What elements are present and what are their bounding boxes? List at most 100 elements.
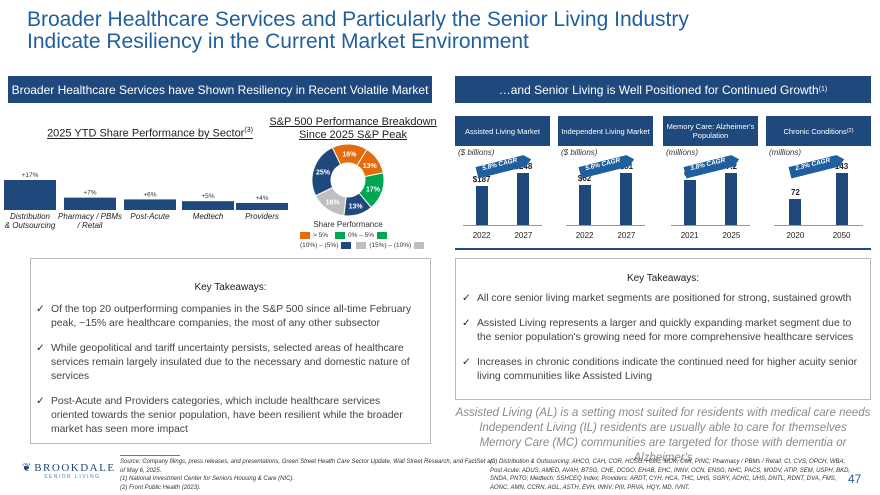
left-takeaways-heading: Key Takeaways: xyxy=(194,282,267,293)
check-icon: ✓ xyxy=(36,304,45,315)
mini-chart-value: $187 xyxy=(472,174,491,184)
footnotes-left: Source: Company filings, press releases,… xyxy=(120,458,500,492)
mini-chart-bar xyxy=(683,180,696,225)
right-bullet-2: ✓ Assisted Living represents a larger and… xyxy=(462,317,860,345)
logo-mark-icon: ❦ xyxy=(22,462,32,474)
ytd-chart-title: 2025 YTD Share Performance by Sector(3) xyxy=(40,124,260,141)
tile-memory-care: Memory Care: Alzheimer's Population xyxy=(663,116,758,146)
right-separator xyxy=(455,248,871,250)
note-line-1: Assisted Living (AL) is a setting most s… xyxy=(455,407,871,419)
mini-chart-unit: ($ billions) xyxy=(561,148,598,157)
title-line-2: Indicate Resiliency in the Current Marke… xyxy=(27,30,529,53)
donut-slice-label: 25% xyxy=(316,169,331,176)
donut-slice-label: 16% xyxy=(326,200,341,207)
mini-chart-year: 2022 xyxy=(472,231,491,240)
right-bullet-3: ✓ Increases in chronic conditions indicat… xyxy=(462,356,860,384)
title-line-1: Broader Healthcare Services and Particul… xyxy=(27,8,689,31)
ytd-data-label: +17% xyxy=(22,172,39,179)
ytd-data-label: +4% xyxy=(255,195,268,202)
mini-chart-value: $62 xyxy=(577,174,592,184)
mini-chart-unit: (millions) xyxy=(666,148,698,157)
ytd-category-label: Pharmacy / PBMs xyxy=(58,212,122,221)
mini-chart-axis xyxy=(671,225,750,226)
ytd-category-label: Providers xyxy=(245,212,279,221)
ytd-title-sup: (3) xyxy=(244,127,253,134)
legend-swatch-gray-2 xyxy=(414,242,425,249)
left-takeaways-box: Key Takeaways: ✓ Of the top 20 outperform… xyxy=(30,258,431,444)
left-bullet-3-text: Post-Acute and Providers categories, whi… xyxy=(51,396,403,435)
mini-chart-bar xyxy=(725,173,738,225)
mini-chart-year: 2020 xyxy=(786,231,805,240)
mini-chart-year: 2050 xyxy=(832,231,851,240)
note-line-2: Independent Living (IL) residents are us… xyxy=(479,422,847,434)
left-bullet-1: ✓ Of the top 20 outperforming companies i… xyxy=(36,303,420,331)
check-icon: ✓ xyxy=(462,318,471,329)
left-bullet-1-text: Of the top 20 outperforming companies in… xyxy=(51,304,412,329)
tile-2-label: Independent Living Market xyxy=(561,126,650,136)
left-section-header: Broader Healthcare Services have Shown R… xyxy=(8,76,432,103)
legend-label-3: (10%) – (5%) xyxy=(300,242,339,249)
check-icon: ✓ xyxy=(462,293,471,304)
tile-1-label: Assisted Living Market xyxy=(464,126,541,136)
mini-chart-unit: (millions) xyxy=(769,148,801,157)
tile-3-label: Memory Care: Alzheimer's Population xyxy=(666,122,755,140)
legend-swatch-green xyxy=(335,232,345,239)
legend-label-4: (15%) – (10%) xyxy=(369,242,412,249)
donut-slice-label: 13% xyxy=(363,163,378,170)
logo-subtitle: SENIOR LIVING xyxy=(44,474,101,480)
donut-slice xyxy=(311,146,342,197)
mini-chart-unit: ($ billions) xyxy=(458,148,495,157)
mini-chart-bar xyxy=(835,173,848,225)
mini-chart-year: 2022 xyxy=(575,231,594,240)
sp-donut-chart: 16% 13% 17% 13% 16% 25% xyxy=(311,143,385,217)
mini-chart-axis xyxy=(566,225,645,226)
ytd-bar xyxy=(182,201,234,210)
mini-chart-bar xyxy=(578,185,591,225)
footnote-rule xyxy=(120,455,180,456)
sp-chart-title: S&P 500 Performance Breakdown Since 2025… xyxy=(268,116,438,142)
mini-chart-year: 2027 xyxy=(514,231,533,240)
ytd-data-label: +6% xyxy=(143,191,156,198)
legend-swatch-gray xyxy=(356,242,367,249)
note-line-3: Memory Care (MC) communities are targete… xyxy=(479,437,847,464)
left-bullet-2: ✓ While geopolitical and tariff uncertain… xyxy=(36,342,420,384)
check-icon: ✓ xyxy=(36,343,45,354)
right-section-header: …and Senior Living is Well Positioned fo… xyxy=(455,76,871,103)
sp-title-line-2: Since 2025 S&P Peak xyxy=(298,129,408,141)
right-bullet-1: ✓ All core senior living market segments … xyxy=(462,292,860,306)
legend-label-2: 0% – 5% xyxy=(348,232,375,239)
ytd-category-label: Post-Acute xyxy=(130,212,170,221)
tile-4-sup: (2) xyxy=(846,127,854,134)
ytd-data-label: +5% xyxy=(201,193,214,200)
donut-slice-label: 16% xyxy=(342,152,357,159)
mini-chart-bar xyxy=(789,198,802,225)
right-bullet-2-text: Assisted Living represents a larger and … xyxy=(477,318,854,343)
ytd-category-label: / Retail xyxy=(77,221,103,230)
right-takeaways-heading: Key Takeaways: xyxy=(626,273,700,284)
tile-chronic-conditions: Chronic Conditions (2) xyxy=(766,116,871,146)
right-takeaways-box: Key Takeaways: ✓ All core senior living m… xyxy=(455,258,871,400)
right-header-sup: (1) xyxy=(818,86,828,93)
mini-chart-value: 143 xyxy=(834,162,849,171)
legend-label-1: > 5% xyxy=(313,232,328,239)
page-title: Broader Healthcare Services and Particul… xyxy=(27,9,847,53)
brookdale-logo: ❦ BROOKDALE SENIOR LIVING xyxy=(22,461,116,481)
mini-chart-year: 2021 xyxy=(680,231,699,240)
ytd-category-label: & Outsourcing xyxy=(5,221,56,230)
tile-assisted-living: Assisted Living Market xyxy=(455,116,550,146)
footnote-3: (3) Distribution & Outsourcing: AHCO, CA… xyxy=(490,459,851,491)
ytd-bar-chart: +17% Distribution& Outsourcing +7% Pharmacy… xyxy=(4,172,288,230)
right-bullet-3-text: Increases in chronic conditions indicate… xyxy=(477,357,858,382)
mini-chart-bar xyxy=(475,185,488,225)
mini-chart-bar xyxy=(517,173,530,225)
logo-name: BROOKDALE xyxy=(34,461,116,474)
care-types-note: Assisted Living (AL) is a setting most s… xyxy=(455,406,871,466)
footnote-source: Source: Company filings, press releases,… xyxy=(120,459,494,474)
tile-independent-living: Independent Living Market xyxy=(558,116,653,146)
ytd-data-label: +7% xyxy=(83,190,96,197)
mini-chart-axis xyxy=(463,225,542,226)
left-bullet-2-text: While geopolitical and tariff uncertaint… xyxy=(51,343,410,382)
mini-chart-value: 72 xyxy=(790,187,800,197)
mini-chart-year: 2025 xyxy=(722,231,741,240)
